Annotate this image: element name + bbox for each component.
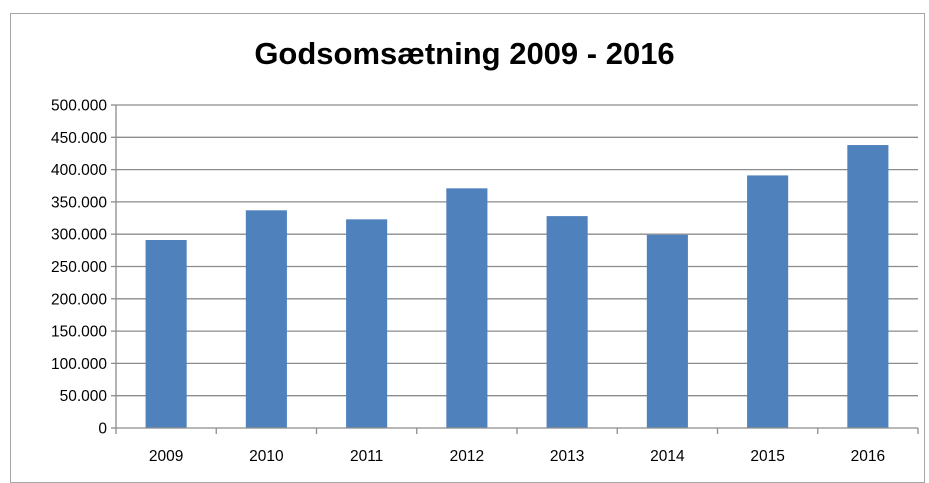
x-tick-label: 2014 bbox=[650, 448, 685, 465]
x-tick-label: 2010 bbox=[249, 448, 284, 465]
bar bbox=[145, 240, 187, 428]
y-tick-label: 300.000 bbox=[51, 227, 107, 244]
x-tick-label: 2013 bbox=[550, 448, 584, 465]
y-tick-label: 500.000 bbox=[51, 98, 107, 115]
bar bbox=[346, 219, 388, 428]
x-tick-label: 2016 bbox=[851, 448, 885, 465]
bar bbox=[446, 188, 488, 428]
x-tick-label: 2012 bbox=[450, 448, 484, 465]
bar bbox=[546, 216, 588, 428]
x-tick-label: 2011 bbox=[350, 448, 383, 465]
bar bbox=[245, 210, 287, 428]
y-tick-label: 150.000 bbox=[51, 324, 107, 341]
x-tick-label: 2009 bbox=[149, 448, 183, 465]
y-tick-label: 250.000 bbox=[51, 259, 107, 276]
y-tick-label: 200.000 bbox=[51, 291, 107, 308]
y-tick-label: 50.000 bbox=[60, 388, 108, 405]
x-tick-label: 2015 bbox=[750, 448, 784, 465]
bar bbox=[847, 145, 889, 428]
y-tick-label: 350.000 bbox=[51, 194, 107, 211]
chart-title: Godsomsætning 2009 - 2016 bbox=[254, 36, 675, 71]
y-tick-label: 0 bbox=[98, 421, 107, 438]
y-tick-label: 400.000 bbox=[51, 162, 107, 179]
bar bbox=[747, 175, 789, 428]
y-tick-label: 100.000 bbox=[51, 356, 107, 373]
bar bbox=[646, 234, 688, 428]
y-tick-label: 450.000 bbox=[51, 130, 107, 147]
